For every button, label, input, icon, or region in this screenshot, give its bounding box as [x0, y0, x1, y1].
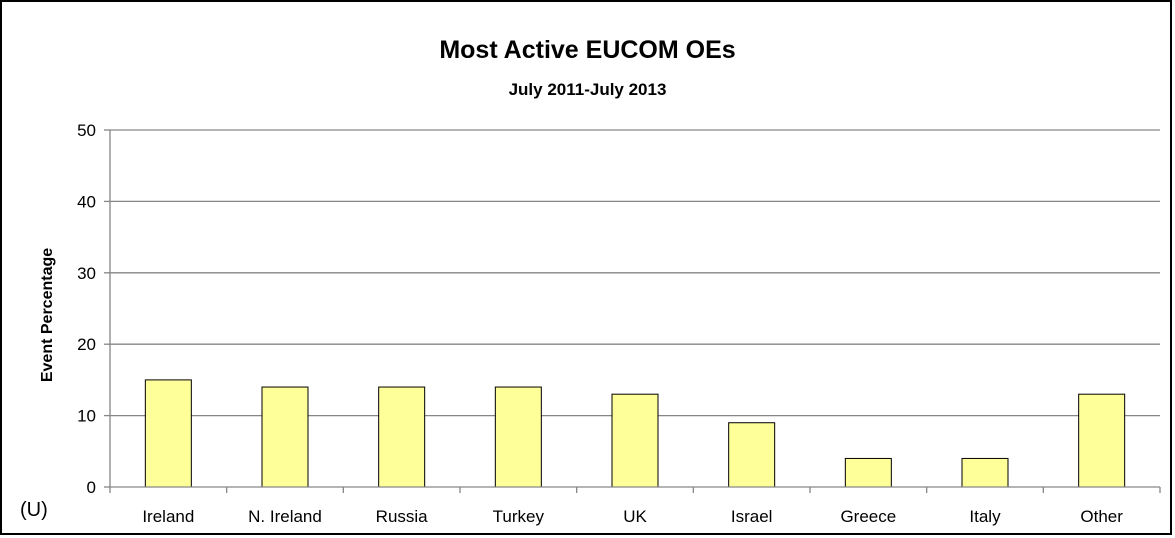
bar-turkey — [494, 386, 542, 488]
axes — [104, 129, 1161, 493]
x-tick-labels: Ireland N. Ireland Russia Turkey UK Israel Gre… — [142, 507, 1123, 526]
bar-greece — [844, 457, 892, 488]
x-tick-label: Other — [1080, 507, 1123, 526]
bar-uk — [611, 393, 659, 488]
classification-marking: (U) — [20, 499, 48, 521]
x-tick-label: N. Ireland — [248, 507, 322, 526]
x-tick-label: UK — [623, 507, 647, 526]
y-tick-label: 20 — [77, 335, 96, 354]
chart-title: Most Active EUCOM OEs — [439, 36, 736, 64]
x-tick-label: Russia — [376, 507, 429, 526]
y-tick-label: 10 — [77, 407, 96, 426]
x-tick-label: Greece — [840, 507, 896, 526]
bar-russia — [378, 386, 426, 488]
y-tick-labels: 0 10 20 30 40 50 — [77, 121, 96, 497]
x-tick-label: Ireland — [142, 507, 194, 526]
x-tick-label: Italy — [969, 507, 1001, 526]
chart-subtitle: July 2011-July 2013 — [508, 80, 667, 99]
bar-n-ireland — [261, 386, 309, 488]
x-tick-label: Israel — [731, 507, 773, 526]
x-tick-label: Turkey — [493, 507, 545, 526]
y-tick-label: 40 — [77, 192, 96, 211]
y-axis-label: Event Percentage — [39, 248, 56, 382]
gridlines — [110, 129, 1160, 417]
bar-italy — [961, 457, 1009, 488]
bar-other — [1078, 393, 1126, 488]
y-tick-label: 0 — [87, 478, 96, 497]
bar-ireland — [144, 379, 192, 488]
y-tick-label: 50 — [77, 121, 96, 140]
bar-israel — [728, 422, 776, 488]
y-tick-label: 30 — [77, 264, 96, 283]
bars — [144, 379, 1126, 488]
